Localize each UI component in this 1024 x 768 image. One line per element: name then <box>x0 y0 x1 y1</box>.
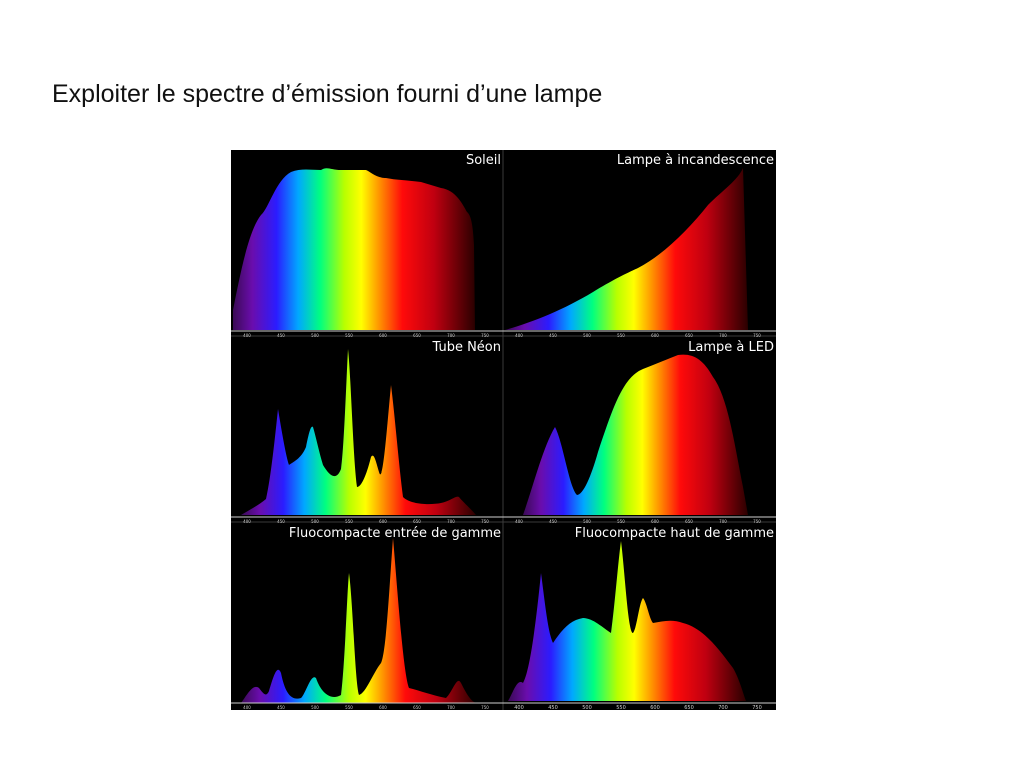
axis-tick-label: 550 <box>617 333 625 338</box>
axis-tick-label: 750 <box>753 519 761 524</box>
axis-tick-label: 550 <box>345 519 353 524</box>
axis-tick-label: 500 <box>311 333 319 338</box>
axis-tick-label: 450 <box>277 705 285 710</box>
axis-tick-label: 650 <box>413 705 421 710</box>
axis-tick-label: 650 <box>413 519 421 524</box>
axis-tick-label: 650 <box>684 705 694 710</box>
axis-tick-label: 450 <box>548 705 558 710</box>
panel-fluo-entree <box>241 538 476 703</box>
axis-tick-label: 700 <box>447 333 455 338</box>
axis-tick-label: 400 <box>514 705 524 710</box>
axis-tick-label: 500 <box>583 333 591 338</box>
panel-led <box>523 354 748 515</box>
axis-tick-label: 450 <box>277 333 285 338</box>
panel-soleil <box>233 168 475 330</box>
axis-tick-label: 450 <box>549 519 557 524</box>
axis-tick-label: 700 <box>447 519 455 524</box>
axis-tick-label: 600 <box>379 705 387 710</box>
axis-tick-label: 400 <box>515 519 523 524</box>
panel-label-led: Lampe à LED <box>688 340 774 355</box>
axis-tick-label: 550 <box>345 333 353 338</box>
axis-tick-label: 600 <box>379 333 387 338</box>
spectrum-curve-soleil <box>233 168 475 330</box>
axis-tick-label: 400 <box>243 333 251 338</box>
axis-tick-label: 500 <box>311 705 319 710</box>
axis-tick-label: 400 <box>243 705 251 710</box>
axis-tick-label: 650 <box>685 333 693 338</box>
panel-label-soleil: Soleil <box>466 153 501 168</box>
spectra-grid: Soleil Lampe à incandescence Tube Néon L… <box>231 150 776 711</box>
axis-tick-label: 550 <box>617 519 625 524</box>
spectra-figure: Soleil Lampe à incandescence Tube Néon L… <box>231 150 776 711</box>
axis-tick-label: 550 <box>616 705 626 710</box>
axis-tick-label: 750 <box>752 705 762 710</box>
panel-fluo-haut <box>508 541 746 701</box>
axis-tick-label: 500 <box>582 705 592 710</box>
panel-neon <box>241 349 476 515</box>
axis-tick-label: 500 <box>583 519 591 524</box>
axis-tick-label: 600 <box>379 519 387 524</box>
axis-tick-label: 550 <box>345 705 353 710</box>
axis-tick-labels: 400 450 500 550 600 650 700 750 400 450 500 550 600 6… <box>243 333 762 711</box>
axis-tick-label: 750 <box>481 705 489 710</box>
axis-tick-label: 700 <box>447 705 455 710</box>
axis-tick-label: 650 <box>685 519 693 524</box>
axis-tick-label: 700 <box>719 333 727 338</box>
axis-tick-label: 750 <box>481 333 489 338</box>
axis-tick-label: 750 <box>753 333 761 338</box>
axis-tick-label: 650 <box>413 333 421 338</box>
spectrum-curve-led <box>523 354 748 515</box>
panel-label-incandescence: Lampe à incandescence <box>617 153 774 168</box>
spectrum-curve-fluo-entree <box>241 538 476 703</box>
axis-tick-label: 400 <box>243 519 251 524</box>
axis-tick-label: 500 <box>311 519 319 524</box>
axis-tick-label: 450 <box>549 333 557 338</box>
slide-title: Exploiter le spectre d’émission fourni d… <box>52 80 603 108</box>
axis-tick-label: 700 <box>718 705 728 710</box>
panel-incandescence <box>505 168 748 330</box>
spectrum-curve-fluo-haut <box>508 541 746 701</box>
axis-tick-label: 750 <box>481 519 489 524</box>
axis-tick-label: 700 <box>719 519 727 524</box>
axis-tick-label: 600 <box>650 705 660 710</box>
spectrum-curve-neon <box>241 349 476 515</box>
axis-tick-label: 600 <box>651 519 659 524</box>
spectrum-curve-incandescence <box>505 168 748 330</box>
panel-label-fluo-haut: Fluocompacte haut de gamme <box>575 526 774 541</box>
axis-tick-label: 600 <box>651 333 659 338</box>
panel-label-fluo-entree: Fluocompacte entrée de gamme <box>289 526 501 541</box>
axis-tick-label: 450 <box>277 519 285 524</box>
axis-tick-label: 400 <box>515 333 523 338</box>
panel-label-neon: Tube Néon <box>431 340 501 355</box>
